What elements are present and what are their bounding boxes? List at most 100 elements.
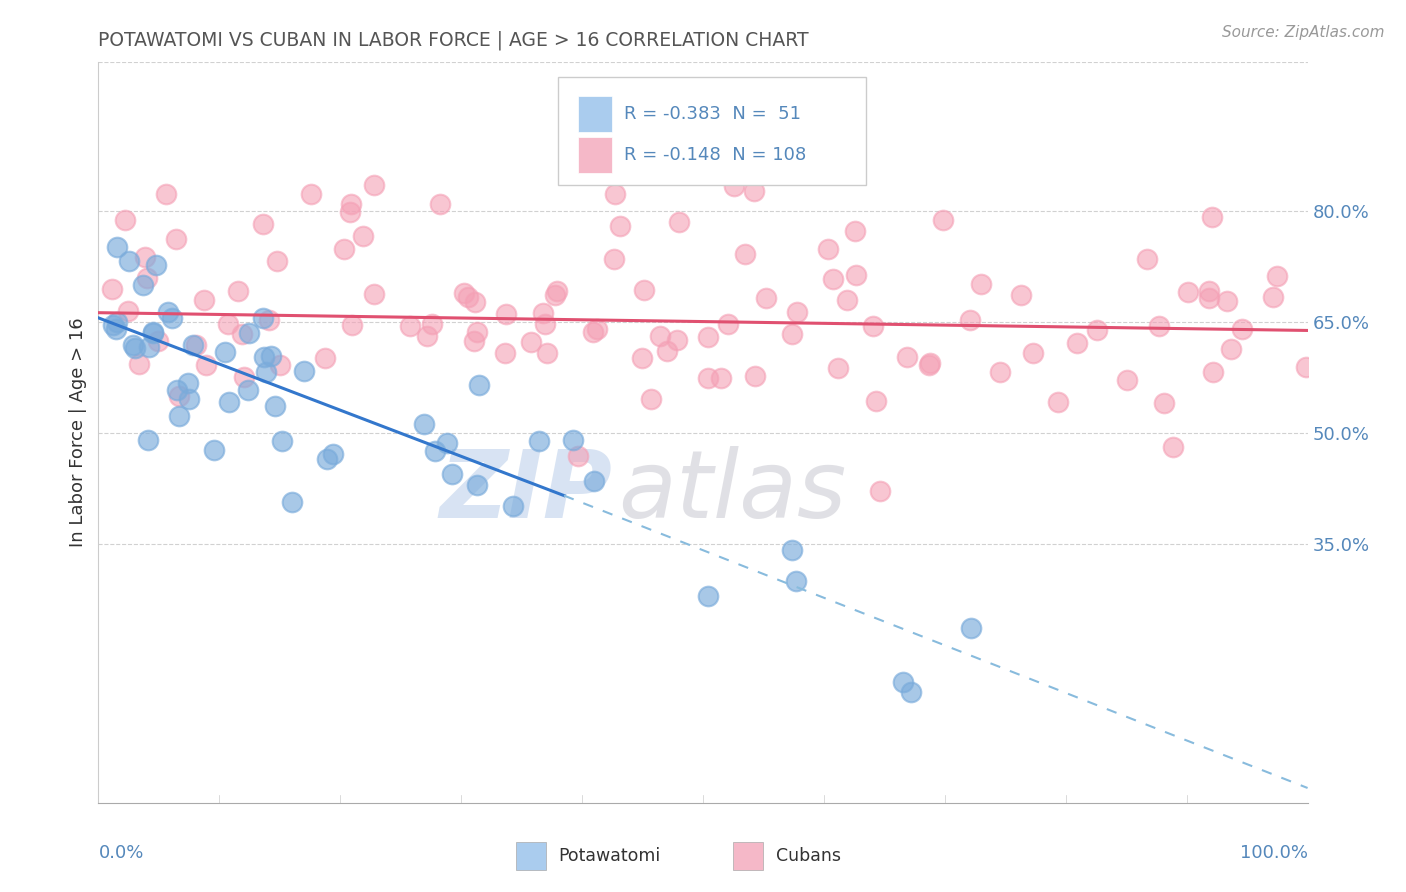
Point <box>786 304 808 318</box>
Point <box>142 325 165 339</box>
Point <box>465 325 488 339</box>
Point <box>238 384 260 398</box>
Point <box>970 277 993 291</box>
Point <box>214 344 236 359</box>
Point <box>1295 360 1317 375</box>
Point <box>734 247 756 261</box>
Point <box>1220 342 1243 356</box>
Text: R = -0.383  N =  51: R = -0.383 N = 51 <box>624 105 801 123</box>
Point <box>918 356 941 370</box>
Point <box>420 317 443 331</box>
Text: 100.0%: 100.0% <box>1240 844 1308 862</box>
Point <box>425 444 447 458</box>
Point <box>1066 335 1088 350</box>
Point <box>167 409 190 424</box>
Point <box>145 258 167 272</box>
Point <box>527 434 550 448</box>
Point <box>742 184 765 198</box>
Point <box>101 282 124 296</box>
Point <box>1198 284 1220 298</box>
Point <box>218 395 240 409</box>
Point <box>101 318 124 332</box>
Point <box>785 574 807 589</box>
Y-axis label: In Labor Force | Age > 16: In Labor Force | Age > 16 <box>69 318 87 548</box>
Point <box>299 186 322 201</box>
Point <box>561 434 583 448</box>
Point <box>960 621 983 635</box>
Point <box>136 434 159 448</box>
Point <box>233 369 256 384</box>
Point <box>193 293 215 308</box>
Point <box>893 674 915 689</box>
Point <box>782 543 804 558</box>
Point <box>546 285 568 299</box>
Text: ZIP: ZIP <box>440 446 613 538</box>
Point <box>582 474 605 488</box>
Point <box>896 350 918 364</box>
Point <box>252 217 274 231</box>
Point <box>609 219 631 234</box>
Text: 0.0%: 0.0% <box>98 844 143 862</box>
FancyBboxPatch shape <box>558 78 866 185</box>
Point <box>666 334 689 348</box>
Point <box>252 311 274 326</box>
Point <box>266 253 288 268</box>
Point <box>534 318 557 332</box>
Point <box>1115 373 1137 387</box>
Point <box>292 364 315 378</box>
Point <box>259 313 281 327</box>
Point <box>585 321 607 335</box>
Point <box>136 271 159 285</box>
Point <box>1230 322 1253 336</box>
Point <box>105 321 128 335</box>
Point <box>138 341 160 355</box>
Point <box>429 197 451 211</box>
Point <box>231 327 253 342</box>
Point <box>352 229 374 244</box>
Point <box>254 365 277 379</box>
Point <box>1215 293 1237 308</box>
Point <box>531 306 554 320</box>
Point <box>260 349 283 363</box>
Point <box>134 250 156 264</box>
Point <box>845 268 868 282</box>
Point <box>363 178 385 193</box>
Point <box>194 358 217 372</box>
Point <box>281 494 304 508</box>
Point <box>1202 366 1225 380</box>
Point <box>333 242 356 256</box>
Point <box>502 500 524 514</box>
Point <box>155 187 177 202</box>
Point <box>122 338 145 352</box>
Point <box>696 330 718 344</box>
Point <box>603 252 626 266</box>
Point <box>1261 290 1284 304</box>
Point <box>932 213 955 227</box>
Point <box>457 290 479 304</box>
Point <box>415 329 437 343</box>
Point <box>494 346 516 360</box>
Point <box>1010 287 1032 301</box>
Point <box>441 467 464 481</box>
Point <box>322 447 344 461</box>
Point <box>744 368 766 383</box>
Point <box>105 315 128 329</box>
Point <box>1198 291 1220 305</box>
Point <box>146 334 169 348</box>
Point <box>314 351 336 365</box>
Point <box>582 325 605 339</box>
Point <box>640 392 662 406</box>
Point <box>179 392 201 406</box>
Bar <box>578 137 613 173</box>
Point <box>453 286 475 301</box>
Point <box>544 287 567 301</box>
Point <box>117 303 139 318</box>
Point <box>128 357 150 371</box>
Point <box>1177 285 1199 299</box>
Point <box>900 685 922 699</box>
Point <box>1022 346 1045 360</box>
Point <box>1047 395 1070 409</box>
Text: Source: ZipAtlas.com: Source: ZipAtlas.com <box>1222 25 1385 40</box>
Bar <box>516 842 546 871</box>
Point <box>723 179 745 194</box>
